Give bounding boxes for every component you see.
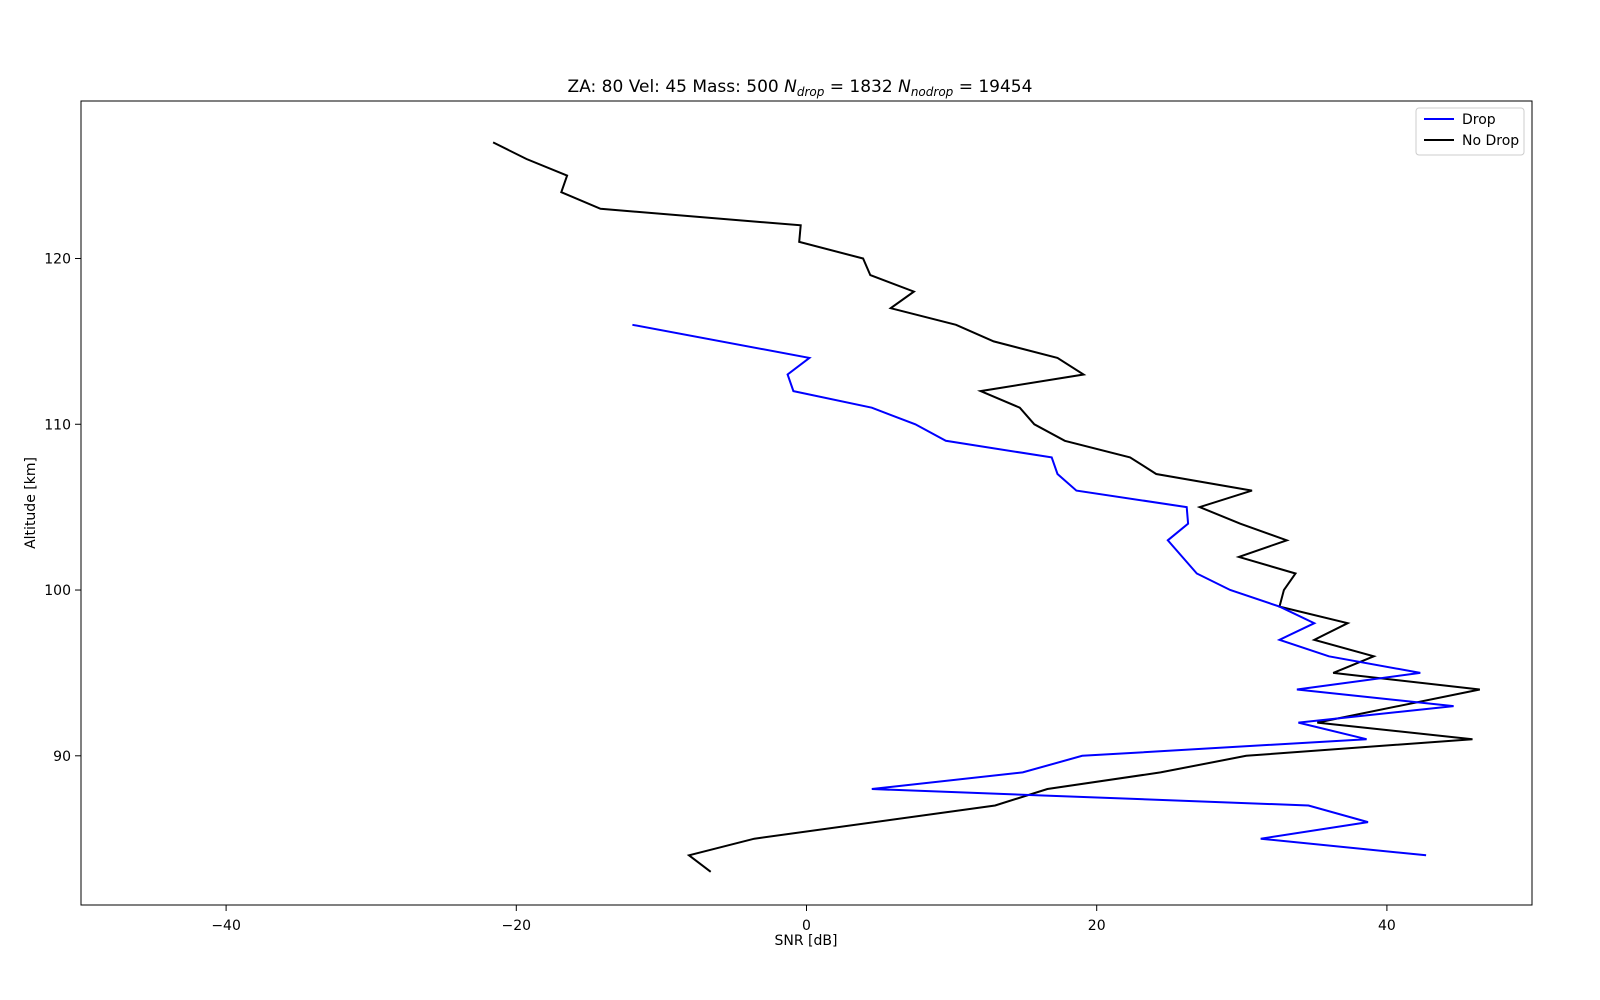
x-axis-ticks: −40 −20 0 20 40 [211,905,1396,934]
x-tick-label: 20 [1088,918,1106,934]
y-tick-label: 120 [44,251,71,267]
plot-area-frame [80,100,1533,906]
title-prefix: ZA: 80 Vel: 45 Mass: 500 [568,77,785,97]
x-tick-label: 0 [802,918,811,934]
title-n-nodrop-symbol: N [898,77,911,97]
x-tick-label: −40 [211,918,241,934]
legend-drop-label: Drop [1462,112,1496,128]
y-tick-label: 100 [44,583,71,599]
series-lines [492,141,1480,873]
legend: Drop No Drop [1415,107,1525,156]
title-nodrop-subscript: nodrop [911,85,954,99]
title-nodrop-count: = 19454 [953,77,1032,97]
y-tick-label: 90 [53,749,71,765]
y-axis-label: Altitude [km] [23,457,39,549]
series-line-no-drop [492,141,1480,873]
chart-title: ZA: 80 Vel: 45 Mass: 500 Ndrop = 1832 Nn… [568,77,1033,99]
y-axis-ticks: 90 100 110 120 [44,251,81,765]
x-tick-label: 40 [1378,918,1396,934]
series-line-drop [632,323,1454,857]
title-drop-count: = 1832 [824,77,898,97]
title-drop-subscript: drop [797,85,825,99]
x-tick-label: −20 [502,918,532,934]
title-n-drop-symbol: N [784,77,797,97]
legend-no-drop-label: No Drop [1462,133,1519,149]
x-axis-label: SNR [dB] [775,933,838,949]
y-tick-label: 110 [44,417,71,433]
